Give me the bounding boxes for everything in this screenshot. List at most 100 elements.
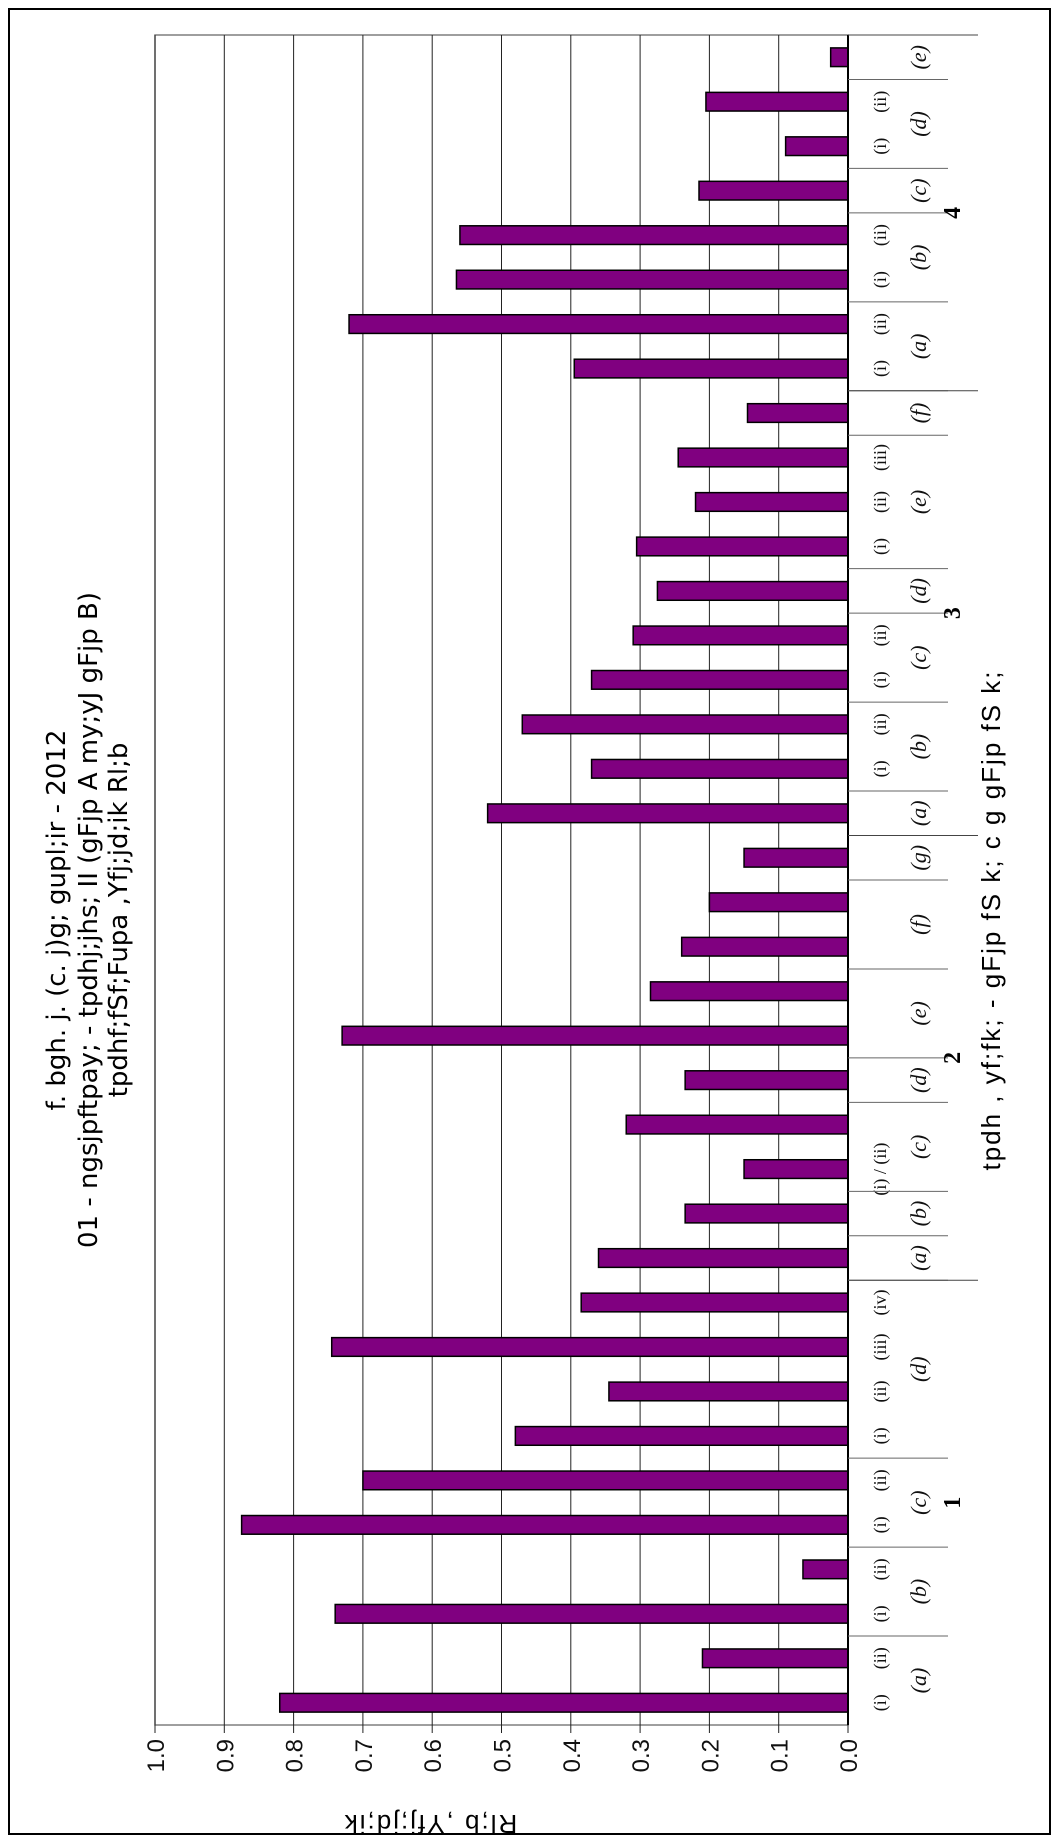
part-label: (f) bbox=[906, 403, 931, 424]
part-label: (c) bbox=[906, 1135, 931, 1159]
part-label: (b) bbox=[906, 734, 931, 760]
part-label: (b) bbox=[906, 1579, 931, 1605]
tick-label: 0.4 bbox=[559, 1739, 586, 1772]
bar bbox=[240, 1514, 849, 1535]
bar bbox=[701, 1648, 849, 1669]
sub-part-label: (ii) bbox=[870, 91, 891, 113]
bar bbox=[632, 625, 849, 646]
chart-title: f. bgh. j. (c. j)g; gupl;ir - 2012 01 - … bbox=[42, 592, 134, 1248]
bar bbox=[656, 580, 849, 602]
bar bbox=[635, 536, 849, 557]
bar bbox=[784, 136, 849, 157]
question-label: 3 bbox=[940, 607, 966, 619]
question-label: 2 bbox=[940, 1052, 966, 1064]
bar bbox=[573, 358, 849, 379]
bar bbox=[708, 892, 849, 913]
bars bbox=[240, 47, 849, 1713]
sub-part-label: (i) bbox=[870, 1694, 891, 1711]
chart-frame bbox=[8, 8, 1051, 1835]
bar bbox=[521, 714, 849, 735]
sub-part-label: (iii) bbox=[870, 1333, 891, 1360]
bar bbox=[802, 1559, 849, 1580]
bar bbox=[334, 1603, 849, 1624]
bar bbox=[677, 447, 849, 468]
part-label: (a) bbox=[906, 333, 931, 359]
sub-part-label: (i) bbox=[870, 138, 891, 155]
bar bbox=[486, 803, 849, 824]
bar bbox=[341, 1025, 849, 1046]
bar bbox=[743, 847, 849, 868]
bar bbox=[829, 47, 849, 68]
part-label: (d) bbox=[906, 111, 931, 137]
tick-label: 0.6 bbox=[420, 1739, 447, 1772]
question-label: 4 bbox=[940, 207, 966, 219]
part-label: (e) bbox=[906, 490, 931, 514]
tick-label: 0.7 bbox=[351, 1739, 378, 1772]
value-axis-ticks: 0.0 0.1 0.2 0.3 0.4 0.5 0.6 0.7 0.8 0.9 1.0 bbox=[143, 1739, 863, 1772]
part-label: (b) bbox=[906, 245, 931, 271]
tick-label: 0.3 bbox=[628, 1739, 655, 1772]
x-axis-title: tpdh , yf;fk; - gFjp fS k; c g gFjp fS k… bbox=[976, 669, 1006, 1170]
question-label: 1 bbox=[940, 1497, 966, 1509]
bar bbox=[590, 669, 849, 690]
part-label: (e) bbox=[906, 1001, 931, 1025]
sub-part-label: (i) bbox=[870, 671, 891, 688]
tick-label: 1.0 bbox=[143, 1739, 170, 1772]
tick-label: 0.5 bbox=[490, 1739, 517, 1772]
sub-part-label: (iv) bbox=[870, 1290, 891, 1316]
sub-part-label: (ii) bbox=[870, 1469, 891, 1491]
part-label: (f) bbox=[906, 914, 931, 935]
chart-title-line-1: f. bgh. j. (c. j)g; gupl;ir - 2012 bbox=[42, 730, 72, 1111]
part-label: (d) bbox=[906, 1356, 931, 1382]
part-label: (a) bbox=[906, 1668, 931, 1694]
part-label: (c) bbox=[906, 645, 931, 669]
part-label: (g) bbox=[906, 845, 931, 871]
bar bbox=[746, 402, 849, 424]
sub-part-label: (ii) bbox=[870, 224, 891, 246]
bar bbox=[330, 1336, 849, 1358]
bar bbox=[684, 1203, 849, 1224]
category-axis-labels: (i) (ii) (i) (ii) (i) (ii) (i) (ii) (iii) (iv) (i)… bbox=[847, 34, 978, 1725]
part-label: (e) bbox=[906, 45, 931, 69]
part-label: (d) bbox=[906, 1067, 931, 1093]
sub-part-label: (ii) bbox=[870, 624, 891, 646]
sub-part-label: (i) / (ii) bbox=[870, 1143, 891, 1196]
part-label: (d) bbox=[906, 578, 931, 604]
sub-part-label: (ii) bbox=[870, 1647, 891, 1669]
bar bbox=[459, 225, 849, 246]
bar bbox=[514, 1425, 849, 1447]
bar bbox=[625, 1114, 849, 1135]
bar bbox=[705, 91, 849, 112]
bar bbox=[743, 1158, 849, 1180]
bar bbox=[694, 491, 849, 513]
bar bbox=[649, 981, 849, 1002]
bar bbox=[278, 1692, 849, 1713]
sub-part-label: (i) bbox=[870, 760, 891, 777]
bar bbox=[680, 936, 849, 957]
part-label: (c) bbox=[906, 1490, 931, 1514]
sub-part-label: (i) bbox=[870, 1427, 891, 1444]
sub-part-label: (ii) bbox=[870, 1558, 891, 1580]
bar bbox=[455, 269, 849, 290]
sub-part-label: (i) bbox=[870, 360, 891, 377]
tick-label: 0.0 bbox=[836, 1739, 863, 1772]
sub-part-label: (i) bbox=[870, 538, 891, 555]
sub-part-label: (iii) bbox=[870, 444, 891, 471]
part-label: (a) bbox=[906, 800, 931, 826]
bar bbox=[684, 1070, 849, 1091]
part-label: (b) bbox=[906, 1201, 931, 1227]
part-label: (a) bbox=[906, 1245, 931, 1271]
sub-part-label: (ii) bbox=[870, 313, 891, 335]
tick-label: 0.8 bbox=[282, 1739, 309, 1772]
tick-label: 0.1 bbox=[767, 1739, 794, 1772]
sub-part-label: (ii) bbox=[870, 1380, 891, 1402]
sub-part-label: (i) bbox=[870, 1605, 891, 1622]
bar bbox=[580, 1292, 849, 1313]
bar bbox=[590, 758, 849, 779]
bar bbox=[698, 180, 849, 201]
chart-title-line-3: tpdhf;fSf;Fupa ,Yfj;jd;ik Rl;b bbox=[104, 743, 134, 1098]
tick-label: 0.2 bbox=[697, 1739, 724, 1772]
bar bbox=[597, 1247, 849, 1269]
sub-part-label: (ii) bbox=[870, 491, 891, 513]
